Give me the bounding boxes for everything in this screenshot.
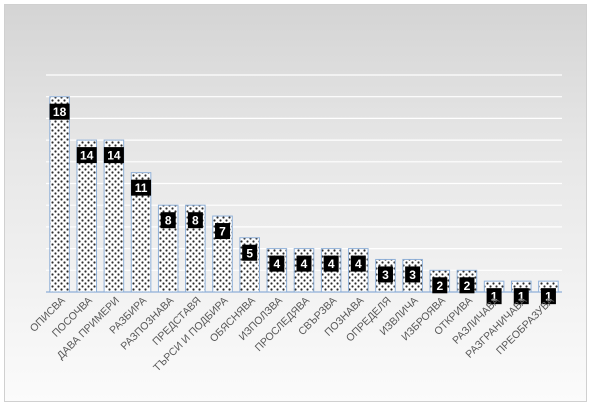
- data-label: 4: [355, 257, 362, 271]
- data-label-bg: [350, 255, 366, 272]
- data-label-bg: [323, 255, 339, 272]
- bar-посочва: [76, 139, 98, 293]
- data-label: 2: [464, 279, 471, 293]
- data-label-bg: [76, 147, 97, 164]
- data-label-bg: [432, 277, 448, 294]
- data-label: 14: [80, 149, 94, 163]
- bar-дава-примери: [103, 139, 125, 293]
- data-label: 4: [328, 257, 335, 271]
- data-label-bg: [377, 266, 393, 283]
- data-label-bg: [540, 288, 556, 305]
- data-label-bg: [296, 255, 312, 272]
- data-label: 5: [246, 246, 253, 260]
- data-label: 1: [491, 290, 498, 304]
- bar-разбира: [130, 172, 152, 293]
- data-label: 1: [518, 290, 525, 304]
- data-label: 18: [53, 105, 67, 119]
- data-label: 4: [273, 257, 280, 271]
- data-label-bg: [131, 179, 152, 196]
- data-label: 4: [301, 257, 308, 271]
- data-label: 2: [436, 279, 443, 293]
- data-label-bg: [405, 266, 421, 283]
- bar-описва: [49, 96, 70, 293]
- data-label-bg: [459, 277, 475, 294]
- data-label: 3: [382, 268, 389, 282]
- data-label-bg: [242, 244, 258, 261]
- data-label: 8: [192, 214, 199, 228]
- data-label-bg: [160, 212, 176, 229]
- data-label-bg: [103, 147, 124, 164]
- data-label: 11: [135, 181, 148, 195]
- data-label-bg: [49, 103, 70, 120]
- data-label: 14: [107, 149, 121, 163]
- data-label: 3: [409, 268, 416, 282]
- data-label: 7: [219, 225, 226, 239]
- data-label-bg: [269, 255, 285, 272]
- data-label-bg: [513, 288, 529, 305]
- data-label-bg: [187, 212, 203, 229]
- data-label-bg: [486, 288, 502, 305]
- data-label: 8: [165, 214, 172, 228]
- chart-frame: [4, 4, 587, 402]
- bars: [49, 96, 559, 293]
- data-label: 1: [545, 290, 552, 304]
- data-label-bg: [215, 223, 231, 240]
